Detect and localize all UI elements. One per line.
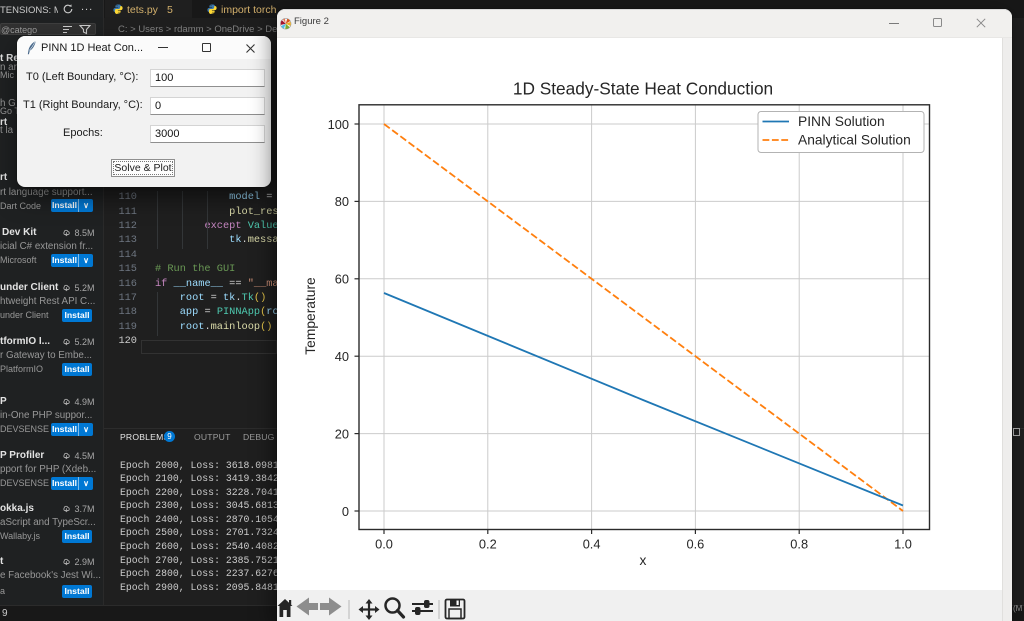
svg-text:60: 60 xyxy=(335,272,349,287)
svg-text:x: x xyxy=(640,553,647,568)
svg-text:0.0: 0.0 xyxy=(375,537,393,552)
svg-text:1D Steady-State Heat Conductio: 1D Steady-State Heat Conduction xyxy=(513,79,773,99)
svg-text:Analytical Solution: Analytical Solution xyxy=(798,133,911,148)
svg-text:Temperature: Temperature xyxy=(303,277,318,355)
svg-text:0.2: 0.2 xyxy=(479,537,497,552)
svg-text:100: 100 xyxy=(328,117,349,132)
svg-text:40: 40 xyxy=(335,349,349,364)
svg-text:PINN Solution: PINN Solution xyxy=(798,114,885,129)
svg-text:0.8: 0.8 xyxy=(790,537,808,552)
svg-text:20: 20 xyxy=(335,426,349,441)
svg-text:0: 0 xyxy=(342,504,349,519)
svg-text:0.4: 0.4 xyxy=(583,537,601,552)
svg-text:1.0: 1.0 xyxy=(894,537,912,552)
svg-text:0.6: 0.6 xyxy=(687,537,705,552)
svg-text:80: 80 xyxy=(335,194,349,209)
